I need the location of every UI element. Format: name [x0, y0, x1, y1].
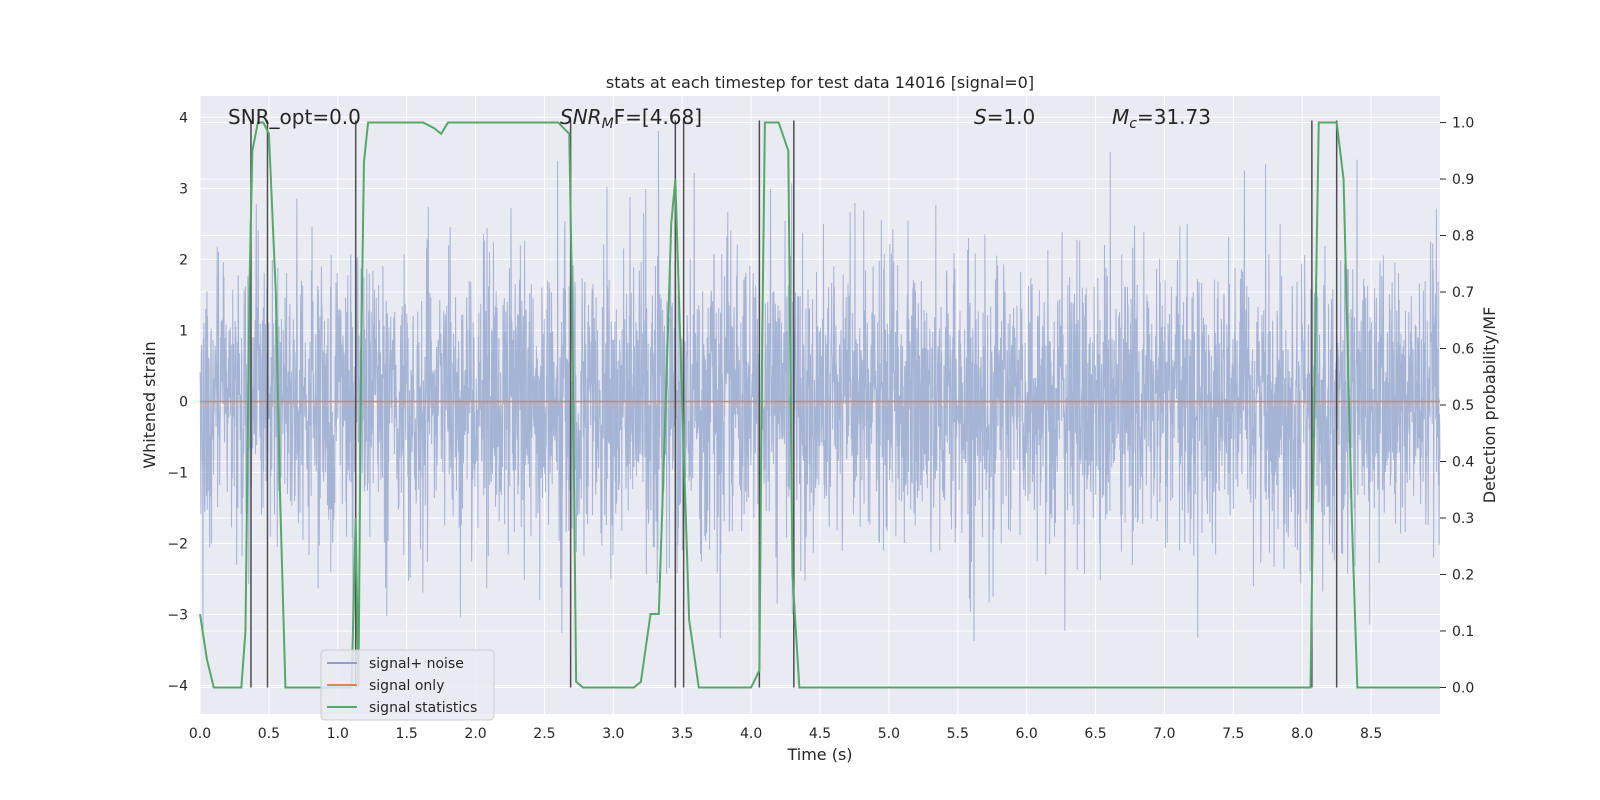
y-axis-label: Whitened strain: [140, 341, 159, 468]
legend-label-signal-only: signal only: [369, 678, 444, 694]
x-tick-label: 3.0: [602, 726, 624, 742]
y2-tick-label: 0.2: [1452, 567, 1474, 583]
x-tick-label: 2.0: [464, 726, 486, 742]
series-signal-statistics: [199, 121, 1440, 689]
y-tick-labels: −4 −3 −2 −1 0 1 2 3 4: [167, 110, 188, 694]
y2-tick-label: 0.1: [1452, 624, 1474, 640]
vertical-markers: [250, 120, 1338, 688]
y-tick-label: 0: [179, 394, 188, 410]
legend-box: [320, 649, 495, 721]
y-tick-label: 1: [179, 323, 188, 339]
signal-statistics-line: [199, 121, 1440, 689]
x-tick-label: 5.0: [878, 726, 900, 742]
annotation-mc-sub: c: [1129, 116, 1137, 132]
annotation-s-symbol: S: [974, 105, 987, 129]
y2-tick-label: 0.3: [1452, 511, 1474, 527]
y2-tick-labels: 0.0 0.1 0.2 0.3 0.4 0.5 0.6 0.7 0.8 0.9 1.0: [1440, 116, 1474, 696]
x-tick-label: 8.5: [1360, 726, 1382, 742]
x-axis-label: Time (s): [786, 745, 852, 764]
x-tick-labels: 0.0 0.5 1.0 1.5 2.0 2.5 3.0 3.5 4.0 4.5 5.0 5.5 6.0 6…: [189, 726, 1382, 742]
y2-tick-label: 0.7: [1452, 285, 1474, 301]
y-tick-label: −3: [167, 608, 188, 624]
x-tick-label: 0.5: [258, 726, 280, 742]
y-tick-label: 3: [179, 181, 188, 197]
chart-title: stats at each timestep for test data 140…: [606, 73, 1034, 92]
y2-tick-label: 0.0: [1452, 680, 1474, 696]
annotation-snr-mf-symbol: SNR: [560, 105, 602, 129]
x-tick-label: 7.5: [1222, 726, 1244, 742]
y-tick-label: −1: [167, 465, 188, 481]
y2-tick-label: 0.6: [1452, 342, 1474, 358]
annotation-mc-value: =31.73: [1137, 105, 1211, 129]
y2-tick-label: 0.5: [1452, 398, 1474, 414]
series-signal-noise: [199, 130, 1441, 647]
x-tick-label: 1.0: [327, 726, 349, 742]
legend-label-signal-noise: signal+ noise: [369, 656, 464, 672]
x-tick-label: 6.5: [1084, 726, 1106, 742]
annotation-snr-mf: SNRMF=[4.68]: [560, 105, 702, 132]
legend-label-signal-statistics: signal statistics: [369, 700, 477, 716]
x-tick-label: 4.0: [740, 726, 762, 742]
signal-noise-line: [199, 130, 1441, 647]
x-tick-label: 0.0: [189, 726, 211, 742]
y-tick-label: −4: [167, 679, 188, 695]
x-tick-label: 1.5: [396, 726, 418, 742]
annotation-s-value: =1.0: [987, 105, 1036, 129]
x-tick-label: 5.5: [947, 726, 969, 742]
y2-tick-label: 0.8: [1452, 229, 1474, 245]
x-tick-label: 8.0: [1291, 726, 1313, 742]
legend: signal+ noise signal only signal statist…: [320, 649, 495, 721]
x-tick-label: 2.5: [533, 726, 555, 742]
annotation-mc: Mc=31.73: [1112, 105, 1211, 132]
y2-tick-label: 1.0: [1452, 116, 1474, 132]
annotation-snr-mf-value: F=[4.68]: [614, 105, 702, 129]
annotation-snr-mf-sub: M: [602, 116, 614, 132]
y2-tick-label: 0.9: [1452, 172, 1474, 188]
y-tick-label: 4: [179, 110, 188, 126]
y-tick-label: 2: [179, 252, 188, 268]
y2-axis-label: Detection probability/MF: [1480, 307, 1499, 504]
y-tick-label: −2: [167, 537, 188, 553]
x-tick-label: 6.0: [1016, 726, 1038, 742]
annotation-s: S=1.0: [974, 105, 1035, 129]
x-tick-label: 4.5: [809, 726, 831, 742]
annotation-snr-opt: SNR_opt=0.0: [228, 105, 361, 129]
x-tick-label: 3.5: [671, 726, 693, 742]
annotation-mc-symbol: M: [1112, 105, 1129, 129]
x-tick-label: 7.0: [1153, 726, 1175, 742]
y2-tick-label: 0.4: [1452, 454, 1474, 470]
